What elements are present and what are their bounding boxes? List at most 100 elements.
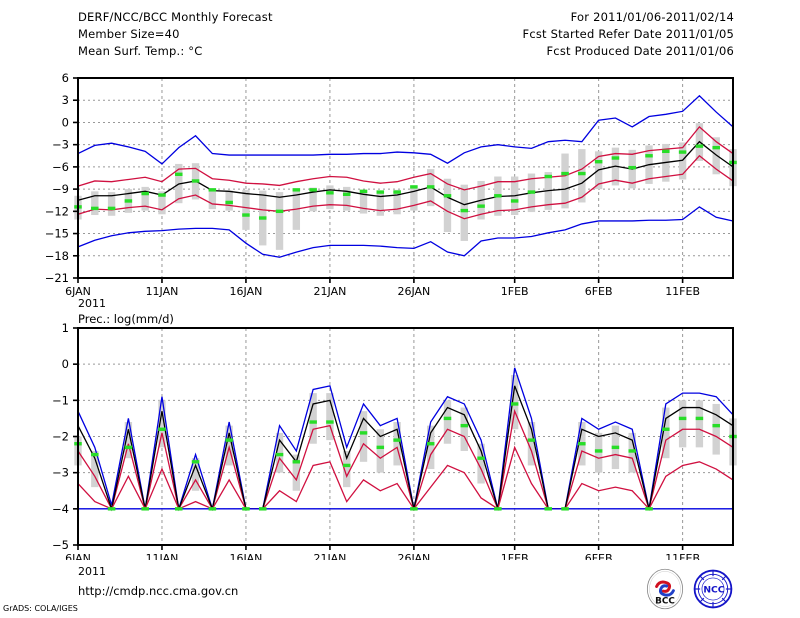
started-refer-date: Fcst Started Refer Date 2011/01/05 <box>522 27 734 41</box>
spread-box <box>141 186 149 211</box>
y-tick-label: 3 <box>62 93 69 107</box>
ncc-logo-icon: NCC <box>693 569 733 609</box>
spread-box <box>427 425 435 470</box>
spread-box <box>712 403 720 455</box>
precipitation-axis-title: Prec.: log(mm/d) <box>78 312 174 326</box>
precipitation-x-axis-year: 2011 <box>78 565 106 578</box>
spread-box <box>443 178 452 233</box>
spread-box <box>242 189 250 230</box>
x-tick-label: 26JAN <box>397 552 430 560</box>
y-tick-label: −21 <box>45 271 69 285</box>
spread-box <box>460 184 468 241</box>
y-tick-label: −12 <box>45 204 69 218</box>
spread-box <box>359 189 368 214</box>
x-tick-label: 6FEB <box>585 552 613 560</box>
spread-box <box>443 400 452 444</box>
x-tick-label: 11JAN <box>146 552 179 560</box>
series-line-ensemble-mean <box>77 385 734 512</box>
y-tick-label: −3 <box>52 466 69 480</box>
spread-box <box>91 191 99 216</box>
y-tick-label: 6 <box>62 71 69 85</box>
temperature-x-axis-year: 2011 <box>78 297 106 310</box>
spread-box <box>107 192 116 216</box>
spread-box <box>275 192 284 250</box>
y-tick-label: −9 <box>52 182 69 196</box>
spread-box <box>208 188 217 210</box>
spread-box <box>561 153 569 209</box>
spread-box <box>460 407 468 451</box>
spread-box <box>527 422 536 466</box>
x-tick-label: 26JAN <box>397 285 430 298</box>
y-tick-label: −1 <box>52 393 69 407</box>
spread-box <box>225 190 233 211</box>
x-tick-label: 1FEB <box>501 552 529 560</box>
spread-box <box>309 187 317 212</box>
x-tick-label: 21JAN <box>314 552 347 560</box>
series-line-lower-quartile <box>77 445 734 511</box>
series-line-maximum <box>77 94 734 165</box>
x-tick-label: 6FEB <box>585 285 613 298</box>
website-url[interactable]: http://cmdp.ncc.cma.gov.cn <box>78 584 239 598</box>
spread-box <box>191 458 200 491</box>
spread-box <box>695 400 704 448</box>
bcc-logo-icon: BCC <box>646 568 684 610</box>
spread-box <box>376 429 384 473</box>
page-title: DERF/NCC/BCC Monthly Forecast <box>78 10 273 24</box>
spread-box <box>477 443 485 484</box>
x-tick-label: 21JAN <box>314 285 347 298</box>
series-line-minimum <box>77 206 734 258</box>
y-tick-label: −15 <box>45 227 69 241</box>
spread-box <box>678 142 687 180</box>
x-tick-label: 6JAN <box>65 285 91 298</box>
y-tick-label: 1 <box>62 321 69 335</box>
spread-box <box>410 186 418 211</box>
spread-box <box>292 189 301 230</box>
spread-box <box>292 454 301 491</box>
spread-box <box>158 191 166 215</box>
y-tick-label: 0 <box>62 115 69 129</box>
spread-box <box>158 400 166 448</box>
spread-box <box>326 393 334 441</box>
spread-box <box>359 411 368 462</box>
x-tick-label: 16JAN <box>230 285 263 298</box>
bcc-logo-text: BCC <box>655 596 675 606</box>
y-tick-label: −4 <box>52 502 69 516</box>
plot-frame <box>77 77 734 279</box>
spread-box <box>510 375 519 430</box>
ensemble-spread-boxes <box>74 375 737 491</box>
x-tick-label: 6JAN <box>65 552 91 560</box>
spread-box <box>578 149 586 203</box>
y-tick-label: −5 <box>52 538 69 552</box>
spread-box <box>678 400 687 448</box>
spread-box <box>124 422 133 459</box>
x-tick-label: 11FEB <box>665 285 700 298</box>
variable-label: Mean Surf. Temp.: °C <box>78 44 203 58</box>
precipitation-chart: 1 0 −1 −2 −3 −4 −5 6JAN 11JAN 16JAN 21JAN 26JAN 1FEB… <box>0 310 800 560</box>
grads-credit: GrADS: COLA/IGES <box>3 604 78 613</box>
produced-date: Fcst Produced Date 2011/01/06 <box>546 44 734 58</box>
x-tick-label: 11JAN <box>146 285 179 298</box>
ensemble-spread-boxes <box>74 123 737 250</box>
spread-box <box>376 191 384 216</box>
spread-box <box>393 422 401 466</box>
y-tick-label: −18 <box>45 249 69 263</box>
spread-box <box>309 393 317 444</box>
forecast-period: For 2011/01/06-2011/02/14 <box>570 10 734 24</box>
observed-markers <box>74 144 737 220</box>
spread-box <box>628 432 636 473</box>
y-tick-label: −3 <box>52 138 69 152</box>
series-line-upper-quartile <box>77 125 734 191</box>
spread-box <box>594 432 603 473</box>
spread-box <box>326 185 334 210</box>
temperature-chart: 6 3 0 −3 −6 −9 −12 −15 −18 −21 6JAN 11JAN 16JAN 21JAN… <box>0 62 800 310</box>
spread-box <box>275 432 284 473</box>
spread-box <box>343 450 351 488</box>
y-tick-label: 0 <box>62 357 69 371</box>
x-tick-label: 16JAN <box>230 552 263 560</box>
spread-box <box>393 189 401 215</box>
y-tick-label: −2 <box>52 430 69 444</box>
y-tick-label: −6 <box>52 160 69 174</box>
x-tick-label: 1FEB <box>501 285 529 298</box>
